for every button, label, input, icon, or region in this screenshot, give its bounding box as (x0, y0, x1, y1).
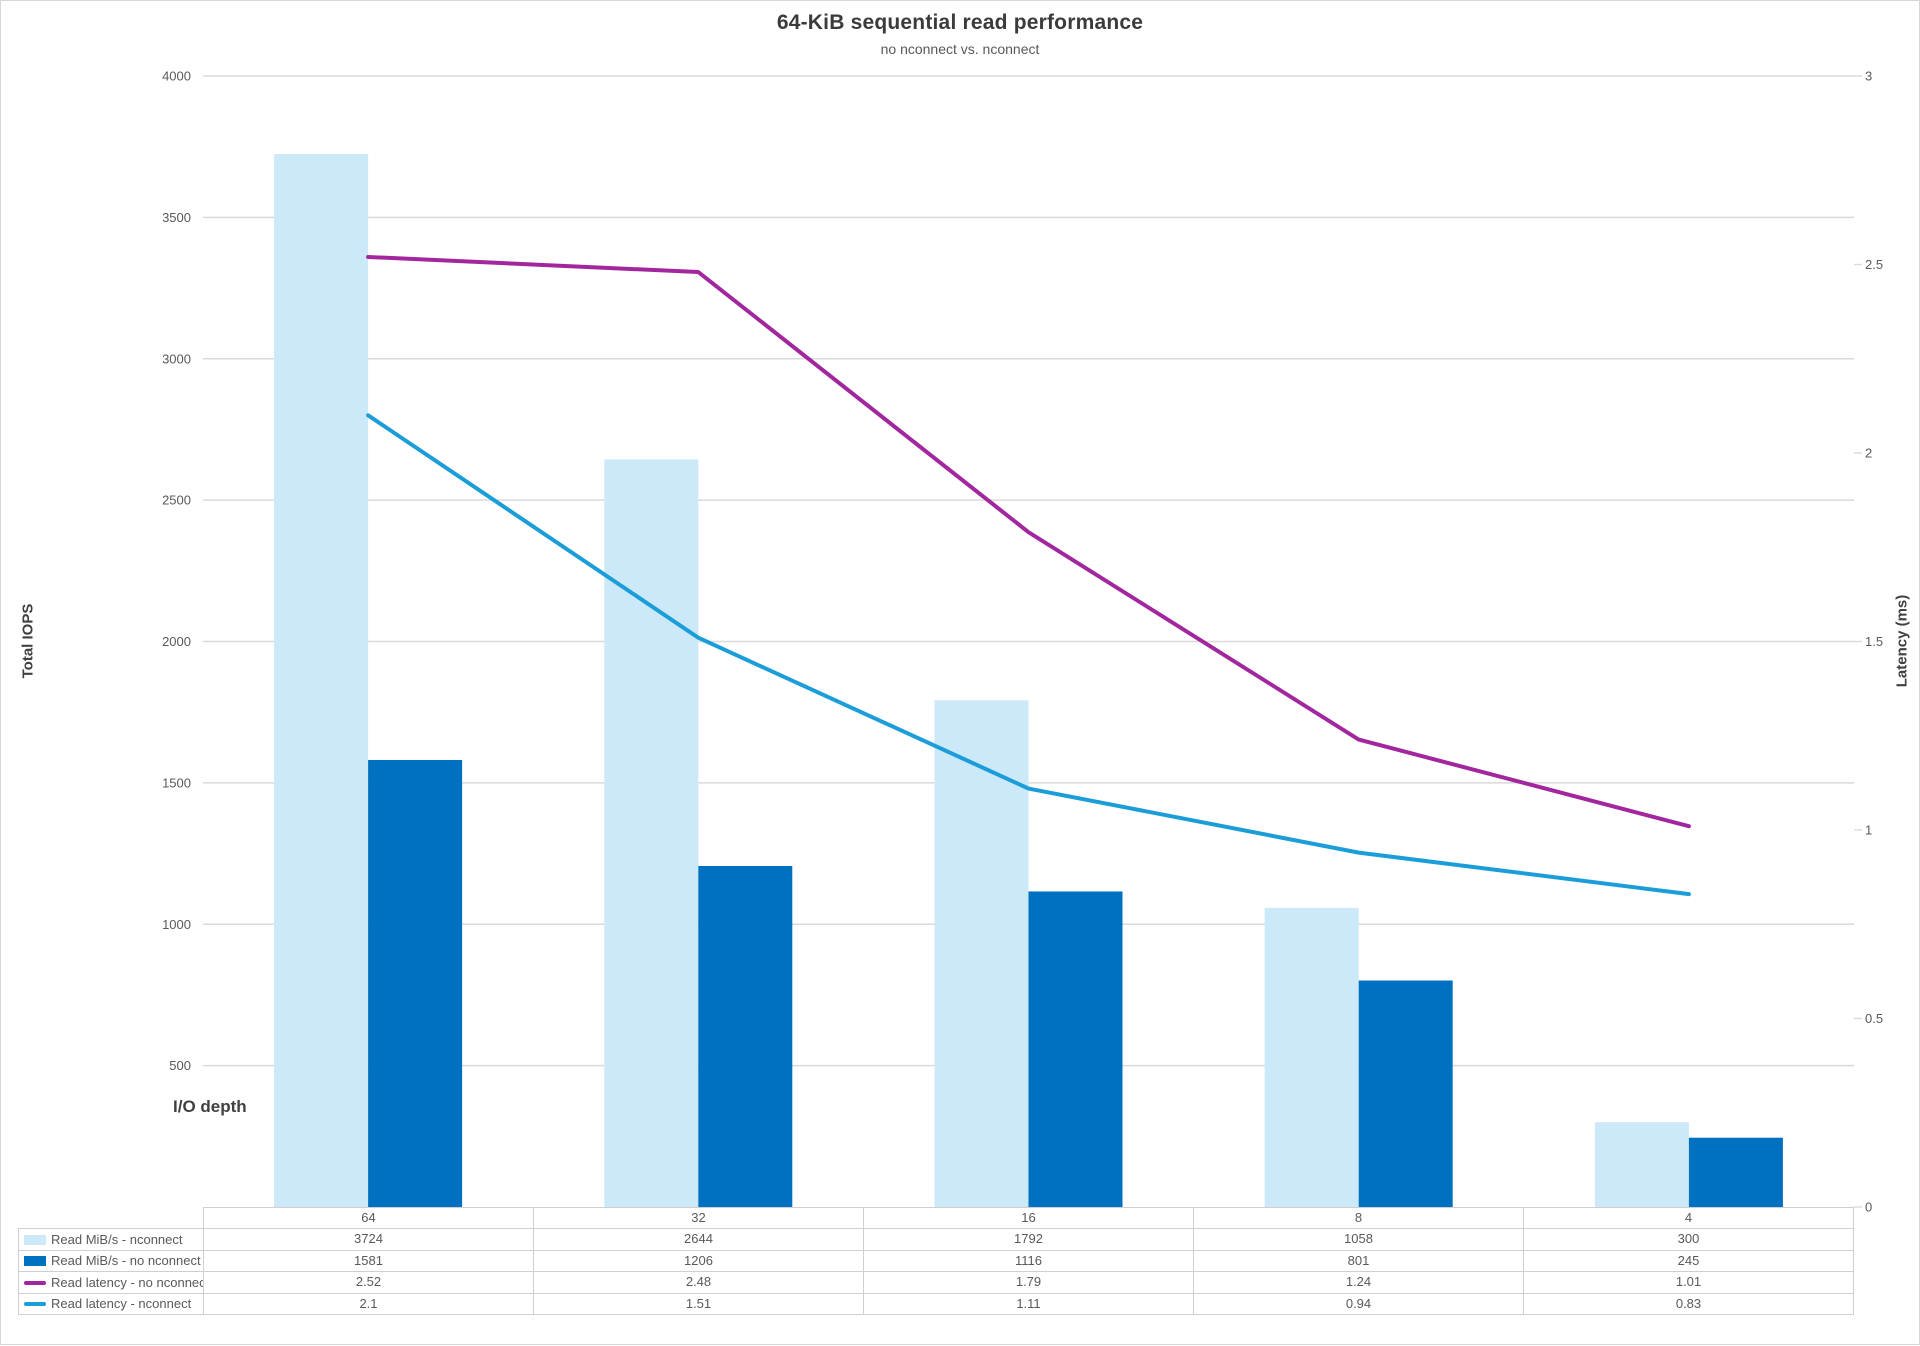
table-value-cell: 1792 (863, 1228, 1194, 1251)
latency-line-nconnect (366, 413, 1691, 897)
table-value-cell: 1.51 (533, 1292, 864, 1316)
right-axis-tick-label: 0 (1865, 1200, 1872, 1215)
right-axis-tick-label: 1 (1865, 823, 1872, 838)
x-axis-title: I/O depth (173, 1097, 247, 1116)
table-value-cell: 3724 (203, 1228, 534, 1251)
table-header-cell: 32 (533, 1207, 864, 1229)
table-value-cell: 2.52 (203, 1271, 534, 1294)
table-row: Read MiB/s - nconnect 3724 2644 1792 1058 300 (18, 1228, 1854, 1251)
left-axis-tick-label: 1000 (162, 917, 191, 932)
left-axis-tick-label: 2500 (162, 493, 191, 508)
table-row: Read latency - nconnect 2.1 1.51 1.11 0.94 0.… (18, 1292, 1854, 1316)
bar-nconnect (1594, 1122, 1689, 1207)
legend-label: Read latency - no nconnect (51, 1274, 204, 1290)
table-value-cell: 1.01 (1523, 1271, 1854, 1294)
table-row: Read MiB/s - no nconnect 1581 1206 1116 801 2… (18, 1249, 1854, 1273)
table-value-cell: 801 (1193, 1249, 1524, 1273)
table-row: Read latency - no nconnect 2.52 2.48 1.79 1.… (18, 1271, 1854, 1294)
table-value-cell: 2644 (533, 1228, 864, 1251)
table-value-cell: 2.48 (533, 1271, 864, 1294)
left-axis-tick-label: 3000 (162, 351, 191, 366)
bar-no-nconnect (1358, 980, 1453, 1207)
latency-line-no-nconnect (366, 254, 1691, 829)
legend-cell: Read MiB/s - no nconnect (18, 1249, 204, 1273)
right-axis-tick-label: 2.5 (1865, 257, 1883, 272)
legend-swatch (24, 1302, 46, 1307)
chart-subtitle: no nconnect vs. nconnect (880, 41, 1040, 57)
legend-swatch (24, 1234, 46, 1245)
legend-cell: Read latency - no nconnect (18, 1271, 204, 1294)
chart-title: 64-KiB sequential read performance (776, 11, 1144, 34)
bar-nconnect (934, 700, 1029, 1207)
table-header-row: 64 32 16 8 4 (19, 1207, 1854, 1229)
left-axis-tick-label: 4000 (162, 69, 191, 84)
table-value-cell: 1058 (1193, 1228, 1524, 1251)
table-header-cell: 64 (203, 1207, 534, 1229)
table-header-cell: 4 (1523, 1207, 1854, 1229)
legend-label: Read latency - nconnect (51, 1296, 192, 1312)
right-axis-tick-label: 2 (1865, 446, 1872, 461)
legend-cell: Read MiB/s - nconnect (18, 1228, 204, 1251)
table-corner-cell (19, 1208, 204, 1229)
left-axis-tick-label: 500 (169, 1058, 191, 1073)
bar-nconnect (274, 154, 369, 1207)
left-axis-tick-label: 1500 (162, 775, 191, 790)
table-value-cell: 0.94 (1193, 1292, 1524, 1316)
left-axis-tick-label: 2000 (162, 634, 191, 649)
table-value-cell: 1.11 (863, 1292, 1194, 1316)
table-value-cell: 1.79 (863, 1271, 1194, 1294)
table-header-cell: 16 (863, 1207, 1194, 1229)
table-value-cell: 2.1 (203, 1292, 534, 1316)
table-value-cell: 300 (1523, 1228, 1854, 1251)
bar-no-nconnect (368, 759, 463, 1207)
table-value-cell: 0.83 (1523, 1292, 1854, 1316)
bar-no-nconnect (698, 866, 793, 1207)
bar-nconnect (604, 459, 699, 1207)
bar-no-nconnect (1688, 1137, 1783, 1207)
legend-swatch (24, 1280, 46, 1285)
legend-label: Read MiB/s - nconnect (51, 1231, 183, 1247)
table-value-cell: 245 (1523, 1249, 1854, 1273)
bar-no-nconnect (1028, 891, 1123, 1207)
table-value-cell: 1581 (203, 1249, 534, 1273)
table-header-cell: 8 (1193, 1207, 1524, 1229)
legend-swatch (24, 1256, 46, 1267)
right-axis-tick-label: 3 (1865, 69, 1872, 84)
left-axis-tick-label: 3500 (162, 210, 191, 225)
legend-cell: Read latency - nconnect (18, 1292, 204, 1316)
legend-label: Read MiB/s - no nconnect (51, 1253, 201, 1269)
bar-nconnect (1264, 907, 1359, 1207)
right-axis-tick-label: 0.5 (1865, 1011, 1883, 1026)
table-value-cell: 1206 (533, 1249, 864, 1273)
data-table: 64 32 16 8 4 Read MiB/s - nconnect 3724 2644 179… (18, 1207, 1854, 1316)
table-value-cell: 1116 (863, 1249, 1194, 1273)
table-value-cell: 1.24 (1193, 1271, 1524, 1294)
right-axis-tick-label: 1.5 (1865, 634, 1883, 649)
